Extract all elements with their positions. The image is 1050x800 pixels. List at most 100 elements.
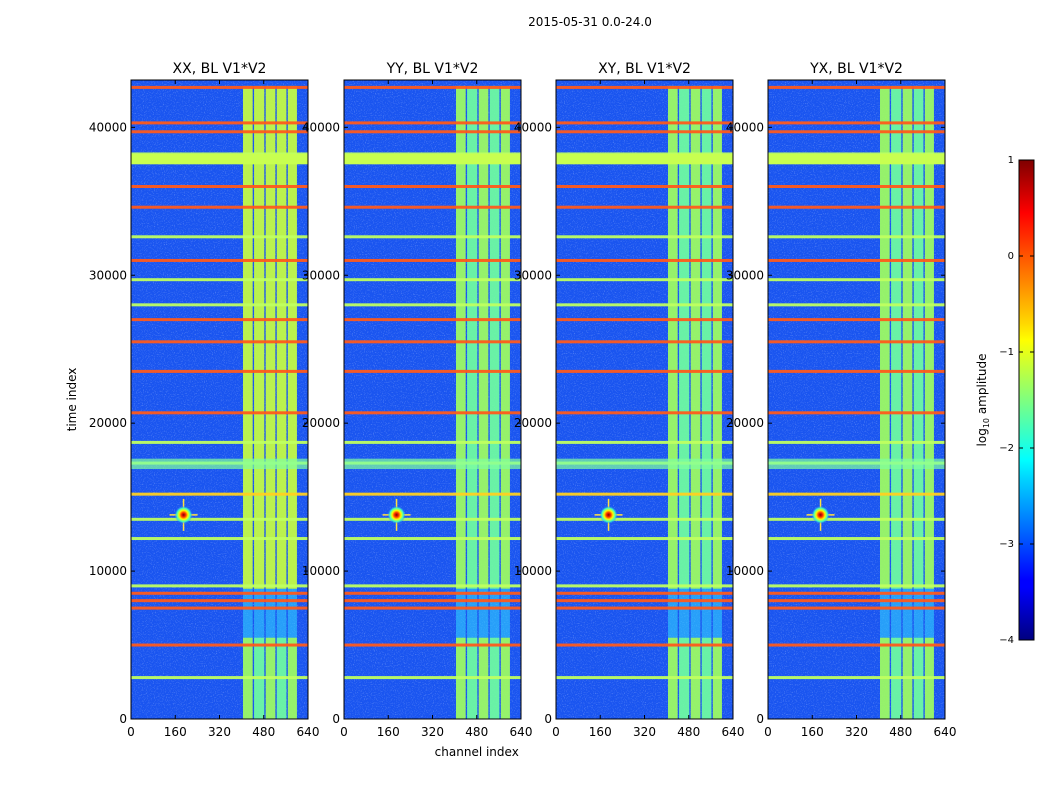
panel-3: XY, BL V1*V2 0 160 320 480 640 0 10000 20000 3000…: [514, 61, 745, 739]
colorbar-tick-label: −4: [999, 635, 1014, 646]
x-tick-label: 640: [934, 725, 957, 739]
rfi-row: [344, 440, 521, 444]
rfi-row: [768, 318, 945, 322]
rfi-row: [768, 340, 945, 344]
rfi-row: [768, 258, 945, 262]
colorbar-label-subscript: 10: [982, 418, 991, 428]
band-column-gap: [690, 588, 701, 638]
rfi-row: [344, 606, 521, 610]
x-tick-label: 160: [164, 725, 187, 739]
x-tick-label: 0: [127, 725, 135, 739]
rfi-row: [344, 205, 521, 209]
x-tick-label: 160: [377, 725, 400, 739]
rfi-band: [131, 153, 308, 165]
rfi-row: [131, 303, 308, 307]
rfi-row: [556, 121, 733, 125]
rfi-row: [556, 584, 733, 588]
band-column-gap: [891, 588, 902, 638]
rfi-row: [768, 303, 945, 307]
rfi-row: [344, 599, 521, 603]
rfi-row: [556, 130, 733, 134]
panel-title: YX, BL V1*V2: [809, 61, 903, 77]
band-column: [701, 85, 712, 589]
x-tick-label: 0: [764, 725, 772, 739]
x-tick-label: 480: [252, 725, 275, 739]
band-column: [902, 85, 913, 589]
rfi-row: [131, 205, 308, 209]
band-column-gap: [467, 588, 478, 638]
x-tick-label: 160: [801, 725, 824, 739]
y-tick-label: 10000: [726, 564, 764, 578]
band-column-gap: [287, 588, 297, 638]
band-column-gap: [243, 588, 253, 638]
rfi-row: [768, 85, 945, 89]
band-column-gap: [880, 588, 890, 638]
point-source: [811, 505, 830, 524]
x-tick-label: 480: [889, 725, 912, 739]
band-column-gap: [924, 588, 934, 638]
colorbar-label-prefix: log: [975, 428, 989, 446]
y-tick-label: 20000: [514, 416, 552, 430]
colorbar-tick-label: 1: [1008, 155, 1014, 166]
rfi-row: [131, 676, 308, 680]
rfi-row: [556, 606, 733, 610]
x-tick-label: 640: [722, 725, 745, 739]
rfi-row: [556, 185, 733, 188]
rfi-row: [556, 591, 733, 595]
band-column: [880, 85, 890, 589]
rfi-band: [344, 153, 521, 165]
rfi-row: [768, 676, 945, 680]
colorbar-label-suffix: amplitude: [975, 354, 989, 418]
rfi-row: [131, 584, 308, 588]
x-tick-label: 320: [208, 725, 231, 739]
x-tick-label: 0: [340, 725, 348, 739]
x-tick-label: 480: [677, 725, 700, 739]
rfi-row: [131, 340, 308, 344]
rfi-row: [768, 537, 945, 541]
rfi-row: [131, 258, 308, 262]
rfi-row: [344, 411, 521, 415]
y-tick-label: 0: [332, 712, 340, 726]
band-column-gap: [913, 588, 924, 638]
y-tick-label: 20000: [89, 416, 127, 430]
panel-title: XX, BL V1*V2: [173, 61, 267, 77]
rfi-row: [556, 303, 733, 307]
band-column: [891, 85, 902, 589]
rfi-row: [556, 440, 733, 444]
y-tick-label: 40000: [89, 120, 127, 134]
rfi-row: [768, 411, 945, 415]
y-tick-label: 10000: [89, 564, 127, 578]
rfi-row: [131, 369, 308, 373]
rfi-row: [556, 411, 733, 415]
rfi-row: [556, 235, 733, 239]
rfi-row: [556, 340, 733, 344]
rfi-row: [131, 235, 308, 239]
band-column-gap: [668, 588, 678, 638]
rfi-row: [556, 492, 733, 496]
x-tick-label: 320: [421, 725, 444, 739]
rfi-row: [344, 584, 521, 588]
band-column-gap: [489, 588, 500, 638]
y-tick-label: 30000: [726, 268, 764, 282]
x-tick-label: 640: [297, 725, 320, 739]
y-tick-label: 30000: [514, 268, 552, 282]
rfi-row: [131, 278, 308, 282]
band-column: [913, 85, 924, 589]
rfi-row: [556, 369, 733, 373]
rfi-band: [768, 458, 945, 470]
rfi-row: [768, 643, 945, 647]
panel-4: YX, BL V1*V2 0 160 320 480 640 0 10000 20000 3000…: [726, 61, 957, 739]
x-axis-label: channel index: [435, 745, 519, 759]
y-tick-label: 40000: [726, 120, 764, 134]
x-tick-label: 320: [845, 725, 868, 739]
rfi-row: [556, 318, 733, 322]
band-column: [924, 85, 934, 589]
rfi-row: [344, 591, 521, 595]
rfi-row: [556, 85, 733, 89]
panels: XX, BL V1*V2 0 160 320 480 640 0 10000 20000 3000…: [65, 61, 956, 759]
band-column: [456, 85, 466, 589]
rfi-row: [131, 411, 308, 415]
rfi-row: [344, 340, 521, 344]
rfi-row: [768, 584, 945, 588]
panel-2: YY, BL V1*V2 0 160 320 480 640 0 10000 20000 3000…: [302, 61, 533, 759]
